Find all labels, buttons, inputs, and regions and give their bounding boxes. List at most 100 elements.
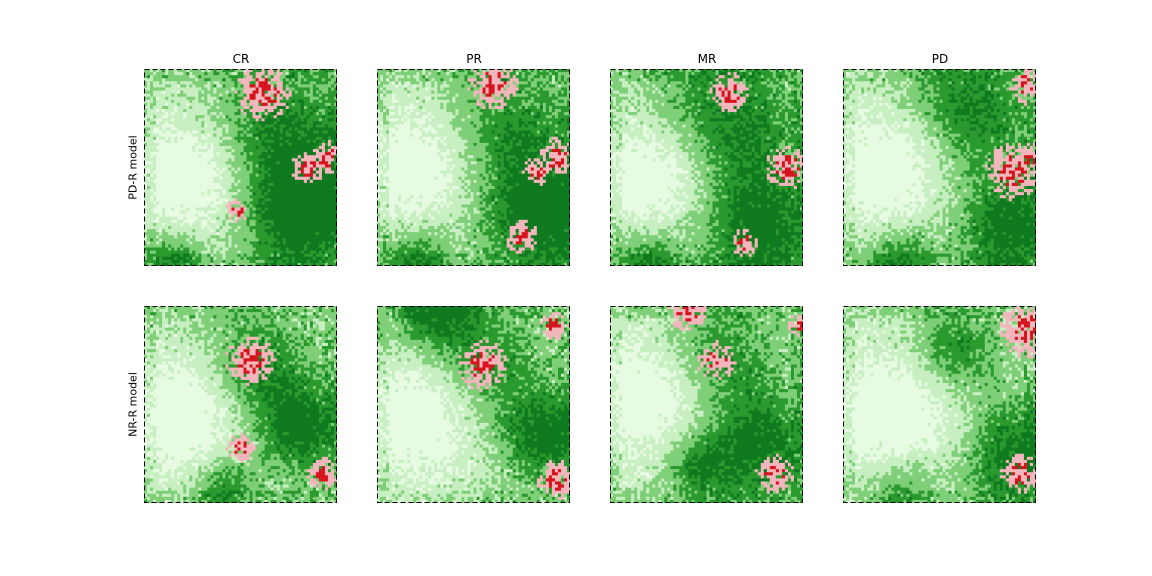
heatmap-cell bbox=[318, 189, 323, 193]
heatmap-cell bbox=[204, 253, 208, 258]
heatmap-cell bbox=[551, 81, 556, 85]
heatmap-cell bbox=[383, 87, 387, 91]
heatmap-cell bbox=[318, 259, 323, 264]
heatmap-cell bbox=[428, 69, 432, 73]
heatmap-cell bbox=[249, 130, 253, 135]
heatmap-cell bbox=[237, 195, 241, 199]
heatmap-cell bbox=[309, 176, 314, 181]
heatmap-cell bbox=[333, 145, 337, 150]
heatmap-cell bbox=[180, 124, 184, 128]
heatmap-cell bbox=[285, 201, 290, 205]
heatmap-cell bbox=[156, 182, 160, 187]
heatmap-cell bbox=[156, 127, 160, 131]
heatmap-cell bbox=[270, 124, 275, 128]
heatmap-cell bbox=[288, 185, 293, 190]
heatmap-cell bbox=[318, 229, 323, 233]
heatmap-cell bbox=[162, 167, 166, 171]
heatmap-cell bbox=[189, 158, 193, 162]
heatmap-cell bbox=[240, 167, 244, 171]
heatmap-cell bbox=[177, 87, 181, 91]
heatmap-cell bbox=[240, 87, 244, 91]
heatmap-cell bbox=[159, 262, 163, 266]
heatmap-cell bbox=[144, 256, 148, 261]
heatmap-cell bbox=[198, 133, 202, 138]
heatmap-cell bbox=[551, 102, 556, 107]
heatmap-cell bbox=[494, 99, 499, 104]
column-title-pr: PR bbox=[377, 52, 571, 66]
heatmap-cell bbox=[159, 149, 163, 153]
heatmap-cell bbox=[249, 176, 253, 181]
heatmap-cell bbox=[150, 256, 154, 261]
heatmap-cell bbox=[267, 127, 272, 131]
heatmap-cell bbox=[383, 75, 387, 79]
heatmap-cell bbox=[255, 256, 259, 261]
heatmap-cell bbox=[168, 170, 172, 175]
heatmap-cell bbox=[177, 176, 181, 181]
heatmap-cell bbox=[422, 81, 426, 85]
heatmap-cell bbox=[377, 81, 381, 85]
heatmap-cell bbox=[216, 247, 220, 252]
heatmap-cell bbox=[267, 176, 272, 181]
heatmap-cell bbox=[258, 75, 263, 79]
heatmap-cell bbox=[312, 152, 317, 156]
heatmap-cell bbox=[234, 262, 238, 266]
heatmap-cell bbox=[458, 72, 462, 76]
heatmap-cell bbox=[404, 72, 408, 76]
heatmap-cell bbox=[297, 189, 302, 193]
heatmap-cell bbox=[536, 96, 541, 101]
heatmap-cell bbox=[147, 96, 151, 101]
heatmap-cell bbox=[458, 75, 462, 79]
heatmap-cell bbox=[551, 87, 556, 91]
heatmap-cell bbox=[419, 105, 423, 110]
heatmap-cell bbox=[509, 109, 514, 113]
heatmap-cell bbox=[270, 112, 275, 116]
heatmap-cell bbox=[156, 87, 160, 91]
heatmap-cell bbox=[285, 133, 290, 138]
heatmap-cell bbox=[222, 253, 226, 258]
heatmap-cell bbox=[291, 133, 296, 138]
heatmap-cell bbox=[446, 72, 450, 76]
heatmap-cell bbox=[306, 256, 311, 261]
heatmap-cell bbox=[258, 238, 263, 242]
heatmap-cell bbox=[168, 96, 172, 101]
heatmap-cell bbox=[377, 105, 381, 110]
heatmap-cell bbox=[183, 262, 187, 266]
heatmap-cell bbox=[207, 225, 211, 230]
heatmap-cell bbox=[225, 133, 229, 138]
heatmap-cell bbox=[291, 182, 296, 187]
heatmap-cell bbox=[243, 229, 247, 233]
heatmap-cell bbox=[177, 185, 181, 190]
heatmap-cell bbox=[264, 121, 269, 125]
heatmap-cell bbox=[198, 81, 202, 85]
heatmap-cell bbox=[306, 69, 311, 73]
heatmap-cell bbox=[315, 75, 320, 79]
heatmap-cell bbox=[171, 152, 175, 156]
heatmap-cell bbox=[330, 235, 335, 239]
heatmap-cell bbox=[162, 93, 166, 98]
heatmap-cell bbox=[258, 72, 263, 76]
heatmap-cell bbox=[407, 78, 411, 82]
heatmap-cell bbox=[398, 72, 402, 76]
heatmap-cell bbox=[303, 155, 308, 159]
heatmap-cell bbox=[333, 90, 337, 95]
heatmap-cell bbox=[195, 182, 199, 187]
heatmap-cell bbox=[201, 149, 205, 153]
heatmap-cell bbox=[237, 87, 241, 91]
heatmap-cell bbox=[195, 118, 199, 122]
heatmap-cell bbox=[545, 81, 550, 85]
heatmap-cell bbox=[413, 81, 417, 85]
heatmap-cell bbox=[216, 256, 220, 261]
heatmap-cell bbox=[240, 136, 244, 141]
heatmap-cell bbox=[156, 241, 160, 245]
heatmap-cell bbox=[267, 219, 272, 224]
heatmap-cell bbox=[297, 161, 302, 165]
heatmap-cell bbox=[312, 244, 317, 248]
heatmap-cell bbox=[165, 142, 169, 147]
heatmap-cell bbox=[306, 247, 311, 252]
heatmap-cell bbox=[156, 81, 160, 85]
heatmap-cell bbox=[159, 198, 163, 202]
heatmap-cell bbox=[237, 155, 241, 159]
heatmap-cell bbox=[165, 225, 169, 230]
heatmap-cell bbox=[288, 229, 293, 233]
heatmap-cell bbox=[563, 72, 568, 76]
